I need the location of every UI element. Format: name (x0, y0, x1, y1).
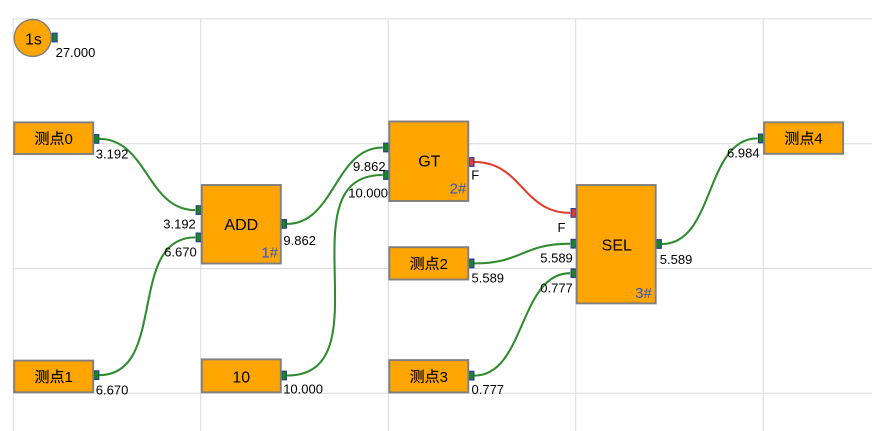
svg-text:5.589: 5.589 (660, 252, 693, 267)
svg-text:ADD: ADD (224, 217, 258, 234)
svg-text:0.777: 0.777 (540, 280, 573, 295)
svg-text:9.862: 9.862 (353, 159, 386, 174)
svg-text:GT: GT (418, 154, 440, 171)
svg-text:3.192: 3.192 (163, 217, 196, 232)
svg-text:2: 2 (440, 256, 448, 273)
svg-text:5.589: 5.589 (472, 270, 505, 285)
svg-text:1s: 1s (25, 32, 42, 49)
svg-text:10: 10 (232, 369, 250, 386)
svg-text:6.670: 6.670 (96, 382, 129, 397)
svg-text:6.984: 6.984 (727, 145, 760, 160)
svg-text:1: 1 (65, 369, 73, 386)
svg-text:3.192: 3.192 (96, 146, 129, 161)
svg-text:0: 0 (65, 131, 73, 148)
svg-text:10.000: 10.000 (283, 382, 323, 397)
svg-text:5.589: 5.589 (540, 251, 573, 266)
svg-text:1#: 1# (261, 245, 278, 262)
svg-text:3#: 3# (635, 285, 652, 302)
svg-text:10.000: 10.000 (348, 186, 388, 201)
svg-text:27.000: 27.000 (56, 45, 96, 60)
svg-text:6.670: 6.670 (164, 244, 197, 259)
svg-text:F: F (557, 220, 565, 235)
svg-text:3: 3 (440, 369, 448, 386)
svg-text:2#: 2# (450, 181, 467, 198)
svg-text:4: 4 (814, 131, 822, 148)
svg-text:SEL: SEL (602, 237, 632, 254)
svg-text:0.777: 0.777 (472, 382, 505, 397)
svg-text:F: F (471, 168, 479, 183)
svg-text:9.862: 9.862 (283, 233, 316, 248)
